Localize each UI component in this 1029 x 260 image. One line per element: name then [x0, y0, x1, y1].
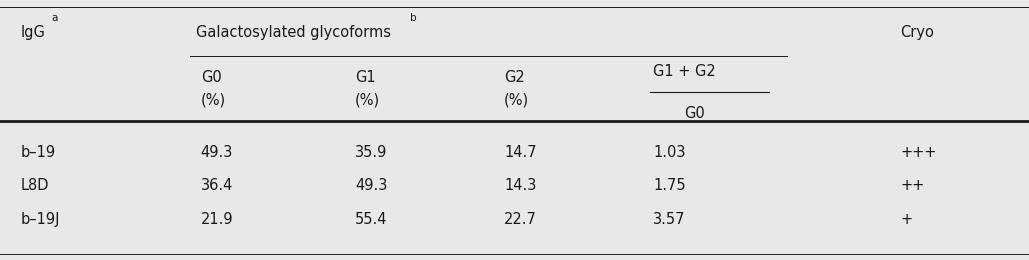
Text: b–19J: b–19J [21, 212, 60, 227]
Text: G2: G2 [504, 70, 525, 86]
Text: 21.9: 21.9 [201, 212, 234, 227]
Text: L8D: L8D [21, 178, 49, 193]
Text: (%): (%) [355, 93, 380, 108]
Text: +++: +++ [900, 145, 936, 160]
Text: 14.7: 14.7 [504, 145, 537, 160]
Text: 14.3: 14.3 [504, 178, 536, 193]
Text: 1.75: 1.75 [653, 178, 686, 193]
Text: (%): (%) [504, 93, 529, 108]
Text: 55.4: 55.4 [355, 212, 388, 227]
Text: Galactosylated glycoforms: Galactosylated glycoforms [196, 25, 391, 40]
Text: ++: ++ [900, 178, 925, 193]
Text: 1.03: 1.03 [653, 145, 686, 160]
Text: G1 + G2: G1 + G2 [653, 64, 716, 79]
Text: 22.7: 22.7 [504, 212, 537, 227]
Text: b: b [410, 13, 416, 23]
Text: G0: G0 [684, 106, 705, 121]
Text: b–19: b–19 [21, 145, 56, 160]
Text: 49.3: 49.3 [201, 145, 233, 160]
Text: a: a [51, 13, 58, 23]
Text: (%): (%) [201, 93, 225, 108]
Text: Cryo: Cryo [900, 25, 934, 40]
Text: G1: G1 [355, 70, 376, 86]
Text: G0: G0 [201, 70, 221, 86]
Text: 35.9: 35.9 [355, 145, 387, 160]
Text: 36.4: 36.4 [201, 178, 233, 193]
Text: +: + [900, 212, 913, 227]
Text: 49.3: 49.3 [355, 178, 387, 193]
Text: IgG: IgG [21, 25, 45, 40]
Text: 3.57: 3.57 [653, 212, 686, 227]
